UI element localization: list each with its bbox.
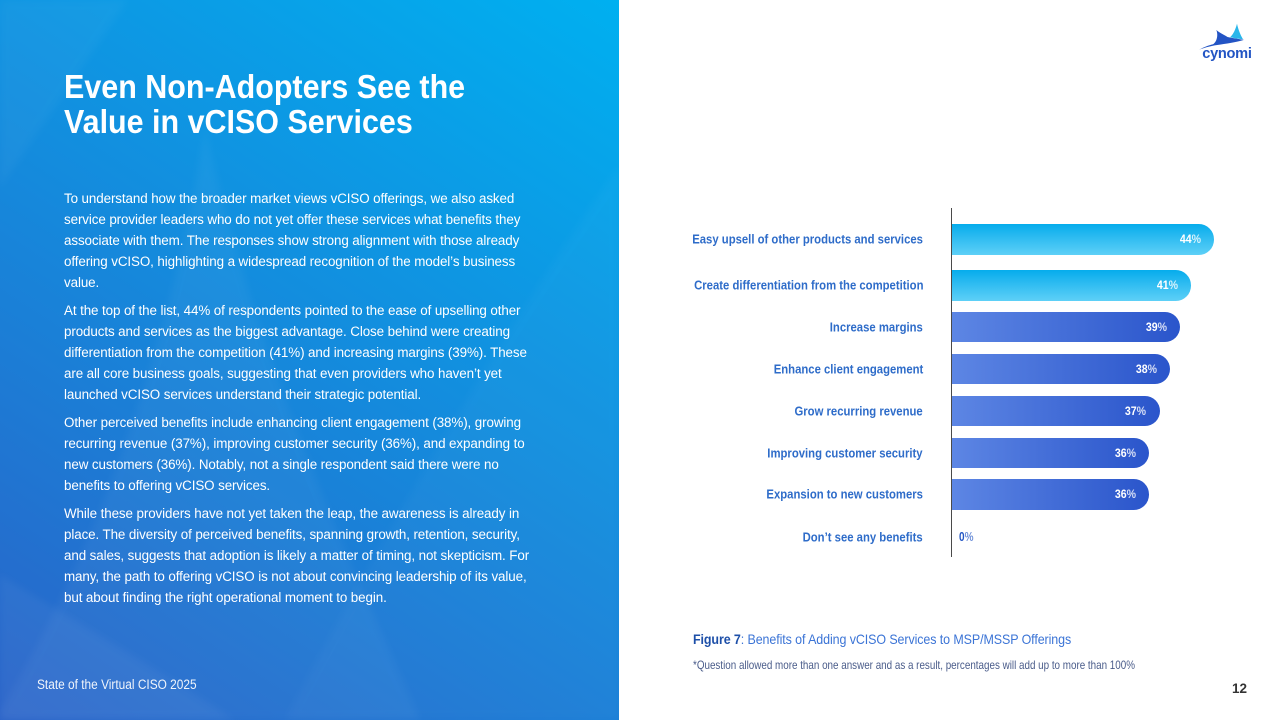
svg-text:cynomi: cynomi	[1202, 46, 1252, 62]
